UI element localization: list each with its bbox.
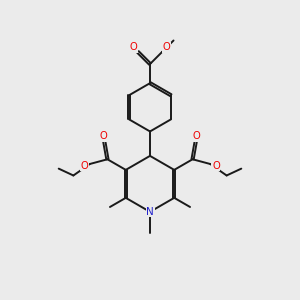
Text: O: O (100, 131, 107, 141)
Text: O: O (130, 42, 137, 52)
Text: O: O (193, 131, 200, 141)
Text: O: O (80, 160, 88, 170)
Text: O: O (212, 160, 220, 170)
Text: N: N (146, 207, 154, 217)
Text: O: O (163, 42, 170, 52)
